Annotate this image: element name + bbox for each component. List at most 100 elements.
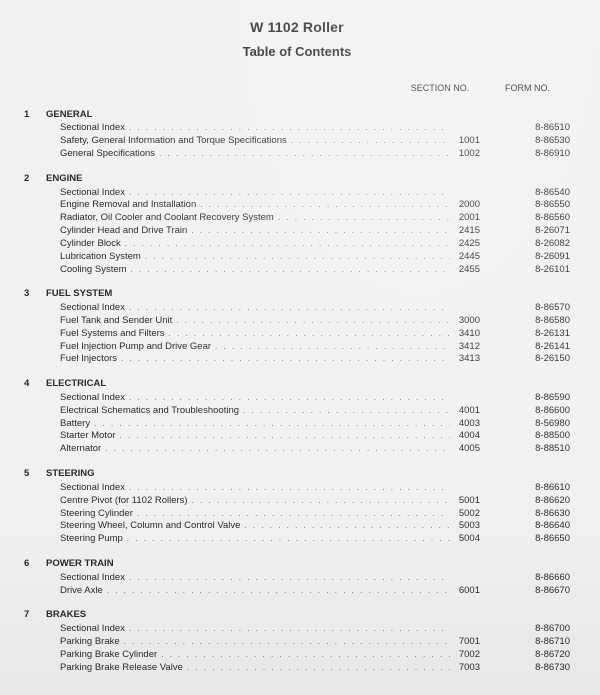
toc-entry-section-no: 1001 <box>450 135 500 148</box>
toc-section-title: FUEL SYSTEM <box>46 288 570 301</box>
toc-leader-dots: . . . . . . . . . . . . . . . . . . . . … <box>125 573 450 584</box>
toc-entry-form-no: 8-86580 <box>500 315 570 328</box>
toc-entry: Cylinder Head and Drive Train . . . . . … <box>24 225 570 238</box>
toc-entry-form-no: 8-26101 <box>500 264 570 277</box>
toc-leader-dots: . . . . . . . . . . . . . . . . . . . . … <box>90 419 450 430</box>
toc-entry-form-no: 8-86610 <box>500 482 570 495</box>
toc-leader-dots: . . . . . . . . . . . . . . . . . . . . … <box>155 149 450 160</box>
toc-entry-form-no: 8-86600 <box>500 405 570 418</box>
toc-entry-form-no: 8-86730 <box>500 662 570 675</box>
toc-entry-label: Battery <box>60 418 90 431</box>
toc-entry-form-no: 8-86570 <box>500 302 570 315</box>
toc-section-header: 6POWER TRAIN <box>24 558 570 571</box>
toc-entry: Alternator . . . . . . . . . . . . . . .… <box>24 443 570 456</box>
toc-leader-dots: . . . . . . . . . . . . . . . . . . . . … <box>183 663 450 674</box>
toc-entry-label: Cylinder Head and Drive Train <box>60 225 187 238</box>
toc-leader-dots: . . . . . . . . . . . . . . . . . . . . … <box>121 239 450 250</box>
toc-entry-section-no: 2000 <box>450 199 500 212</box>
toc-entry: Sectional Index . . . . . . . . . . . . … <box>24 122 570 135</box>
toc-entry-label: Sectional Index <box>60 187 125 200</box>
toc-entry-section-no: 5004 <box>450 533 500 546</box>
toc-entry-form-no: 8-86700 <box>500 623 570 636</box>
toc-leader-dots: . . . . . . . . . . . . . . . . . . . . … <box>125 303 450 314</box>
toc-entry: Drive Axle . . . . . . . . . . . . . . .… <box>24 585 570 598</box>
toc-section-header: 1GENERAL <box>24 109 570 122</box>
toc-entry: Battery . . . . . . . . . . . . . . . . … <box>24 418 570 431</box>
toc-entry-label: Fuel Injection Pump and Drive Gear <box>60 341 211 354</box>
toc-entry-form-no: 8-86590 <box>500 392 570 405</box>
toc-entry: Engine Removal and Installation . . . . … <box>24 199 570 212</box>
toc-entry-label: Centre Pivot (for 1102 Rollers) <box>60 495 188 508</box>
toc-section-header: 3FUEL SYSTEM <box>24 288 570 301</box>
toc-entry-section-no: 7001 <box>450 636 500 649</box>
toc-entry-form-no: 8-86630 <box>500 508 570 521</box>
toc-leader-dots: . . . . . . . . . . . . . . . . . . . . … <box>188 496 450 507</box>
toc-leader-dots: . . . . . . . . . . . . . . . . . . . . … <box>125 483 450 494</box>
toc-entry: Fuel Injectors . . . . . . . . . . . . .… <box>24 353 570 366</box>
doc-subtitle: Table of Contents <box>24 43 570 61</box>
toc-entry-form-no: 8-86540 <box>500 187 570 200</box>
section-column-header: SECTION NO. <box>395 82 485 94</box>
toc-entry-label: Drive Axle <box>60 585 103 598</box>
toc-leader-dots: . . . . . . . . . . . . . . . . . . . . … <box>196 200 450 211</box>
toc-entry-form-no: 8-26091 <box>500 251 570 264</box>
toc-section: 5STEERINGSectional Index . . . . . . . .… <box>24 468 570 546</box>
toc-section: 6POWER TRAINSectional Index . . . . . . … <box>24 558 570 597</box>
toc-leader-dots: . . . . . . . . . . . . . . . . . . . . … <box>187 226 450 237</box>
toc-entry: Sectional Index . . . . . . . . . . . . … <box>24 623 570 636</box>
toc-entry-section-no: 2415 <box>450 225 500 238</box>
toc-section-title: GENERAL <box>46 109 570 122</box>
toc-entry-form-no: 8-86710 <box>500 636 570 649</box>
toc-entry: Steering Cylinder . . . . . . . . . . . … <box>24 508 570 521</box>
toc-entry-form-no: 8-86530 <box>500 135 570 148</box>
toc-entry-label: Engine Removal and Installation <box>60 199 196 212</box>
toc-entry-label: Steering Cylinder <box>60 508 133 521</box>
toc-entry-label: Parking Brake <box>60 636 120 649</box>
toc-entry-form-no: 8-88510 <box>500 443 570 456</box>
toc-entry-label: General Specifications <box>60 148 155 161</box>
toc-leader-dots: . . . . . . . . . . . . . . . . . . . . … <box>157 650 450 661</box>
toc-entry: Fuel Injection Pump and Drive Gear . . .… <box>24 341 570 354</box>
toc-section: 7BRAKESSectional Index . . . . . . . . .… <box>24 609 570 674</box>
toc-leader-dots: . . . . . . . . . . . . . . . . . . . . … <box>172 316 450 327</box>
toc-entry: Centre Pivot (for 1102 Rollers) . . . . … <box>24 495 570 508</box>
toc-entry-section-no: 7002 <box>450 649 500 662</box>
toc-entry: Lubrication System . . . . . . . . . . .… <box>24 251 570 264</box>
form-column-header: FORM NO. <box>485 82 570 94</box>
toc-entry: Radiator, Oil Cooler and Coolant Recover… <box>24 212 570 225</box>
table-of-contents: 1GENERALSectional Index . . . . . . . . … <box>24 109 570 675</box>
toc-entry-form-no: 8-86650 <box>500 533 570 546</box>
toc-entry-section-no: 2455 <box>450 264 500 277</box>
toc-leader-dots: . . . . . . . . . . . . . . . . . . . . … <box>141 252 450 263</box>
toc-entry-section-no: 3410 <box>450 328 500 341</box>
toc-entry-section-no: 5003 <box>450 520 500 533</box>
toc-section-header: 4ELECTRICAL <box>24 378 570 391</box>
toc-entry-label: Electrical Schematics and Troubleshootin… <box>60 405 239 418</box>
toc-entry-section-no: 4003 <box>450 418 500 431</box>
toc-entry: Cooling System . . . . . . . . . . . . .… <box>24 264 570 277</box>
toc-entry-label: Alternator <box>60 443 101 456</box>
toc-entry-form-no: 8-56980 <box>500 418 570 431</box>
toc-entry-label: Steering Pump <box>60 533 123 546</box>
toc-section-title: POWER TRAIN <box>46 558 570 571</box>
toc-leader-dots: . . . . . . . . . . . . . . . . . . . . … <box>103 586 450 597</box>
toc-entry-section-no: 5002 <box>450 508 500 521</box>
toc-entry: Parking Brake Cylinder . . . . . . . . .… <box>24 649 570 662</box>
toc-entry-section-no: 2001 <box>450 212 500 225</box>
toc-section-header: 7BRAKES <box>24 609 570 622</box>
toc-entry-form-no: 8-86510 <box>500 122 570 135</box>
toc-entry: Fuel Tank and Sender Unit . . . . . . . … <box>24 315 570 328</box>
toc-leader-dots: . . . . . . . . . . . . . . . . . . . . … <box>287 136 450 147</box>
toc-leader-dots: . . . . . . . . . . . . . . . . . . . . … <box>211 342 450 353</box>
toc-entry-section-no: 3412 <box>450 341 500 354</box>
toc-leader-dots: . . . . . . . . . . . . . . . . . . . . … <box>125 188 450 199</box>
toc-entry-form-no: 8-26071 <box>500 225 570 238</box>
toc-leader-dots: . . . . . . . . . . . . . . . . . . . . … <box>101 444 450 455</box>
column-headers: SECTION NO. FORM NO. <box>24 82 570 94</box>
toc-entry: Steering Pump . . . . . . . . . . . . . … <box>24 533 570 546</box>
toc-entry: Sectional Index . . . . . . . . . . . . … <box>24 482 570 495</box>
toc-leader-dots: . . . . . . . . . . . . . . . . . . . . … <box>115 431 450 442</box>
toc-entry-form-no: 8-26141 <box>500 341 570 354</box>
toc-entry-label: Cylinder Block <box>60 238 121 251</box>
toc-entry-form-no: 8-86560 <box>500 212 570 225</box>
